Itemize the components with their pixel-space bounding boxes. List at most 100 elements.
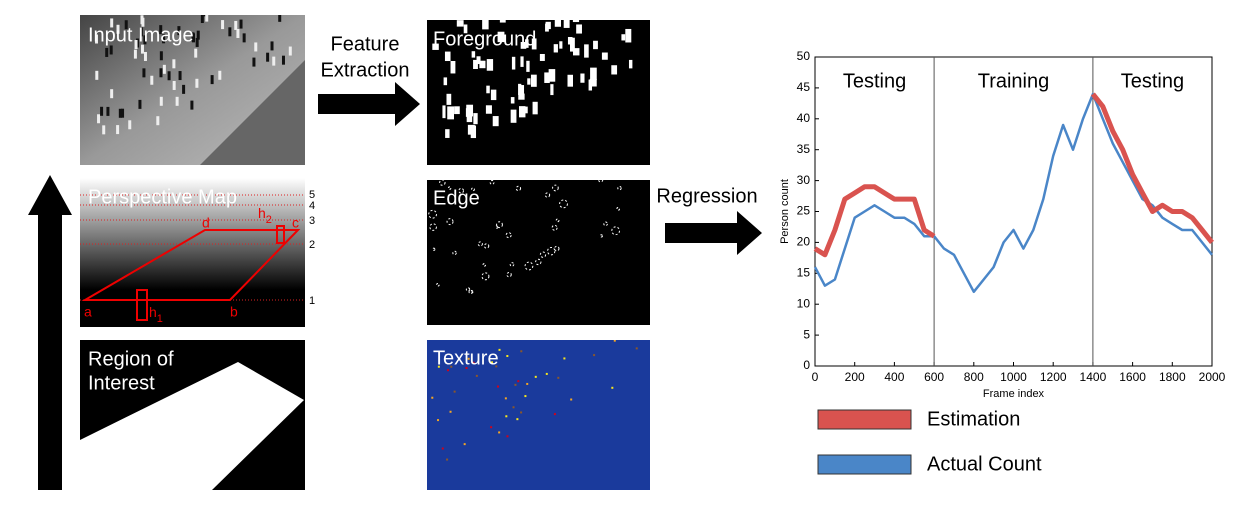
person xyxy=(100,107,103,116)
edge xyxy=(523,170,529,176)
edge xyxy=(577,15,581,19)
person xyxy=(156,116,159,125)
y-tick-label: 0 xyxy=(803,358,810,372)
y-tick-label: 45 xyxy=(797,80,811,94)
level-label: 5 xyxy=(309,189,315,201)
x-tick-label: 400 xyxy=(884,370,904,384)
x-tick-label: 600 xyxy=(924,370,944,384)
point-label: a xyxy=(84,304,92,320)
edge xyxy=(551,16,554,19)
texture-dot xyxy=(515,173,517,175)
region-label: Training xyxy=(978,70,1050,92)
texture-dot xyxy=(560,168,562,170)
x-tick-label: 1600 xyxy=(1119,370,1146,384)
edge xyxy=(619,0,627,7)
texture-dot xyxy=(563,357,565,359)
blob xyxy=(584,1,590,8)
legend-swatch xyxy=(818,455,911,474)
person xyxy=(221,20,224,29)
person xyxy=(176,97,179,106)
edge xyxy=(595,0,600,2)
blob xyxy=(621,34,625,40)
texture-dot xyxy=(546,373,548,375)
level-label: 3 xyxy=(309,215,315,227)
person xyxy=(116,125,119,134)
blob xyxy=(580,74,584,83)
person xyxy=(204,7,207,16)
blob xyxy=(479,61,485,68)
texture-dot xyxy=(437,419,439,421)
y-tick-label: 20 xyxy=(797,235,811,249)
person xyxy=(216,1,219,10)
texture-dot xyxy=(535,376,537,378)
blob xyxy=(570,38,575,52)
person xyxy=(278,13,281,22)
blob xyxy=(602,53,608,60)
edge xyxy=(590,4,595,9)
texture-dot xyxy=(593,354,595,356)
blob xyxy=(593,8,599,15)
person xyxy=(268,0,271,7)
texture-dot xyxy=(637,16,639,18)
person xyxy=(194,49,197,58)
texture-dot xyxy=(611,387,613,389)
texture-dot xyxy=(506,355,508,357)
x-tick-label: 800 xyxy=(964,370,984,384)
person xyxy=(159,68,162,77)
point-label: d xyxy=(202,215,210,231)
roi-panel: Region of Interest xyxy=(80,340,305,490)
blob xyxy=(629,60,632,68)
person xyxy=(160,97,163,106)
texture-dot xyxy=(454,391,456,393)
texture-dot xyxy=(506,435,508,437)
texture-dot xyxy=(464,443,466,445)
person xyxy=(205,13,208,22)
blob xyxy=(554,12,560,18)
blob xyxy=(531,75,537,87)
blob xyxy=(554,44,558,52)
blob xyxy=(625,29,631,43)
texture-dot xyxy=(638,7,640,9)
texture-dot xyxy=(631,13,633,15)
texture-dot xyxy=(524,395,526,397)
person xyxy=(144,52,147,61)
blob xyxy=(493,116,499,126)
blob xyxy=(573,15,579,22)
blob xyxy=(590,68,597,80)
blob xyxy=(582,0,586,6)
person xyxy=(142,68,145,77)
blob xyxy=(589,1,595,8)
texture-dot xyxy=(524,177,526,179)
blob xyxy=(467,116,473,122)
level-label: 4 xyxy=(309,200,315,212)
arrow xyxy=(665,211,762,255)
blob xyxy=(491,90,496,100)
blob xyxy=(486,86,489,94)
blob xyxy=(472,51,476,57)
person xyxy=(201,14,204,23)
arrow-label: Feature xyxy=(331,33,400,55)
person xyxy=(240,20,243,29)
texture-dot xyxy=(504,176,506,178)
person xyxy=(106,107,109,116)
blob xyxy=(564,15,570,28)
blob xyxy=(531,0,537,13)
blob xyxy=(457,20,464,26)
edge xyxy=(589,2,595,8)
texture-dot xyxy=(520,411,522,413)
blob xyxy=(518,94,524,100)
blob xyxy=(511,110,517,123)
y-axis-label: Person count xyxy=(779,179,791,244)
texture-dot xyxy=(431,397,433,399)
person xyxy=(179,71,182,80)
texture-dot xyxy=(450,411,452,413)
texture-dot xyxy=(526,383,528,385)
perspective-map-panel: Perspective Map a b c d h1 h2 1 2 3 4 5 xyxy=(80,178,315,327)
edge xyxy=(565,13,568,16)
person xyxy=(110,89,113,98)
blob xyxy=(500,11,506,23)
person xyxy=(228,27,231,36)
blob xyxy=(511,97,515,103)
